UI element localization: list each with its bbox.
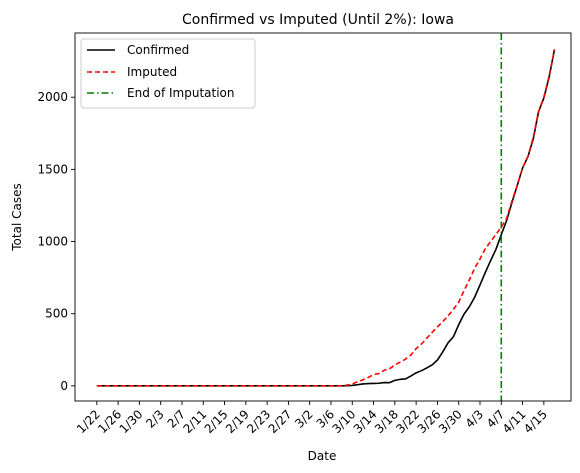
x-tick-label: 3/2 [292, 407, 316, 431]
legend: Confirmed Imputed End of Imputation [80, 38, 256, 109]
plot-area [96, 33, 556, 401]
legend-imputed-label: Imputed [127, 65, 177, 79]
y-tick-label: 1500 [37, 162, 68, 176]
legend-end-of-imputation-label: End of Imputation [127, 86, 235, 100]
legend-confirmed-label: Confirmed [127, 43, 189, 57]
plot-frame [74, 32, 572, 402]
x-tick-label: 1/30 [117, 407, 146, 436]
x-axis-label: Date [308, 449, 337, 463]
y-tick-label: 500 [45, 307, 68, 321]
series-line-imputed [96, 49, 556, 387]
y-tick-label: 2000 [37, 90, 68, 104]
y-axis-label: Total Cases [10, 183, 24, 251]
chart-title: Confirmed vs Imputed (Until 2%): Iowa [182, 12, 454, 28]
y-tick-label: 0 [60, 379, 68, 393]
x-tick-label: 2/3 [143, 407, 167, 431]
x-tick-label: 4/15 [521, 407, 550, 436]
x-tick-label: 4/3 [463, 407, 487, 431]
x-tick-label: 3/30 [436, 407, 465, 436]
x-tick-label: 2/27 [266, 407, 295, 436]
series-line-confirmed [96, 49, 556, 387]
legend-box [80, 38, 256, 109]
y-tick-label: 1000 [37, 235, 68, 249]
